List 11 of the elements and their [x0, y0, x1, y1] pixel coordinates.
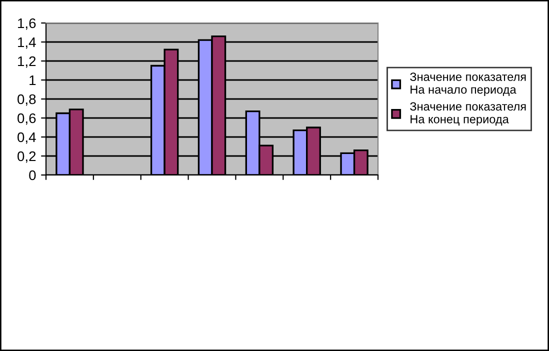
y-tick-label: 0,2 [18, 151, 36, 163]
legend-label: Значение показателя На начало периода [410, 72, 526, 96]
legend-label: Значение показателя На конец периода [410, 102, 526, 126]
y-tick-label: 1,4 [18, 37, 36, 49]
y-tick-label: 0 [29, 170, 36, 180]
y-tick-label: 0,8 [18, 94, 36, 106]
y-tick-label: 0,4 [18, 132, 36, 144]
y-tick-label: 1 [30, 75, 36, 86]
y-tick-label: 0,6 [18, 113, 36, 125]
y-tick-label: 1,6 [18, 18, 36, 30]
y-tick-label: 1,2 [18, 56, 36, 68]
